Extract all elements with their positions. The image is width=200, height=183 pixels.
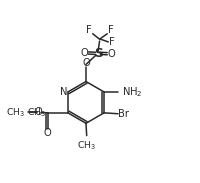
Text: S: S — [93, 47, 102, 60]
Text: F: F — [85, 25, 91, 35]
Text: O: O — [80, 48, 88, 58]
Text: F: F — [107, 25, 113, 35]
Text: CH$_3$: CH$_3$ — [77, 140, 96, 152]
Text: Br: Br — [117, 109, 128, 119]
Text: O: O — [34, 107, 42, 117]
Text: N: N — [60, 87, 67, 97]
Text: O: O — [107, 49, 115, 59]
Text: O: O — [43, 128, 51, 138]
Text: CH$_3$: CH$_3$ — [27, 106, 46, 119]
Text: CH$_3$: CH$_3$ — [6, 106, 25, 119]
Text: F: F — [109, 37, 115, 47]
Text: NH$_2$: NH$_2$ — [122, 85, 142, 99]
Text: O: O — [82, 58, 89, 68]
